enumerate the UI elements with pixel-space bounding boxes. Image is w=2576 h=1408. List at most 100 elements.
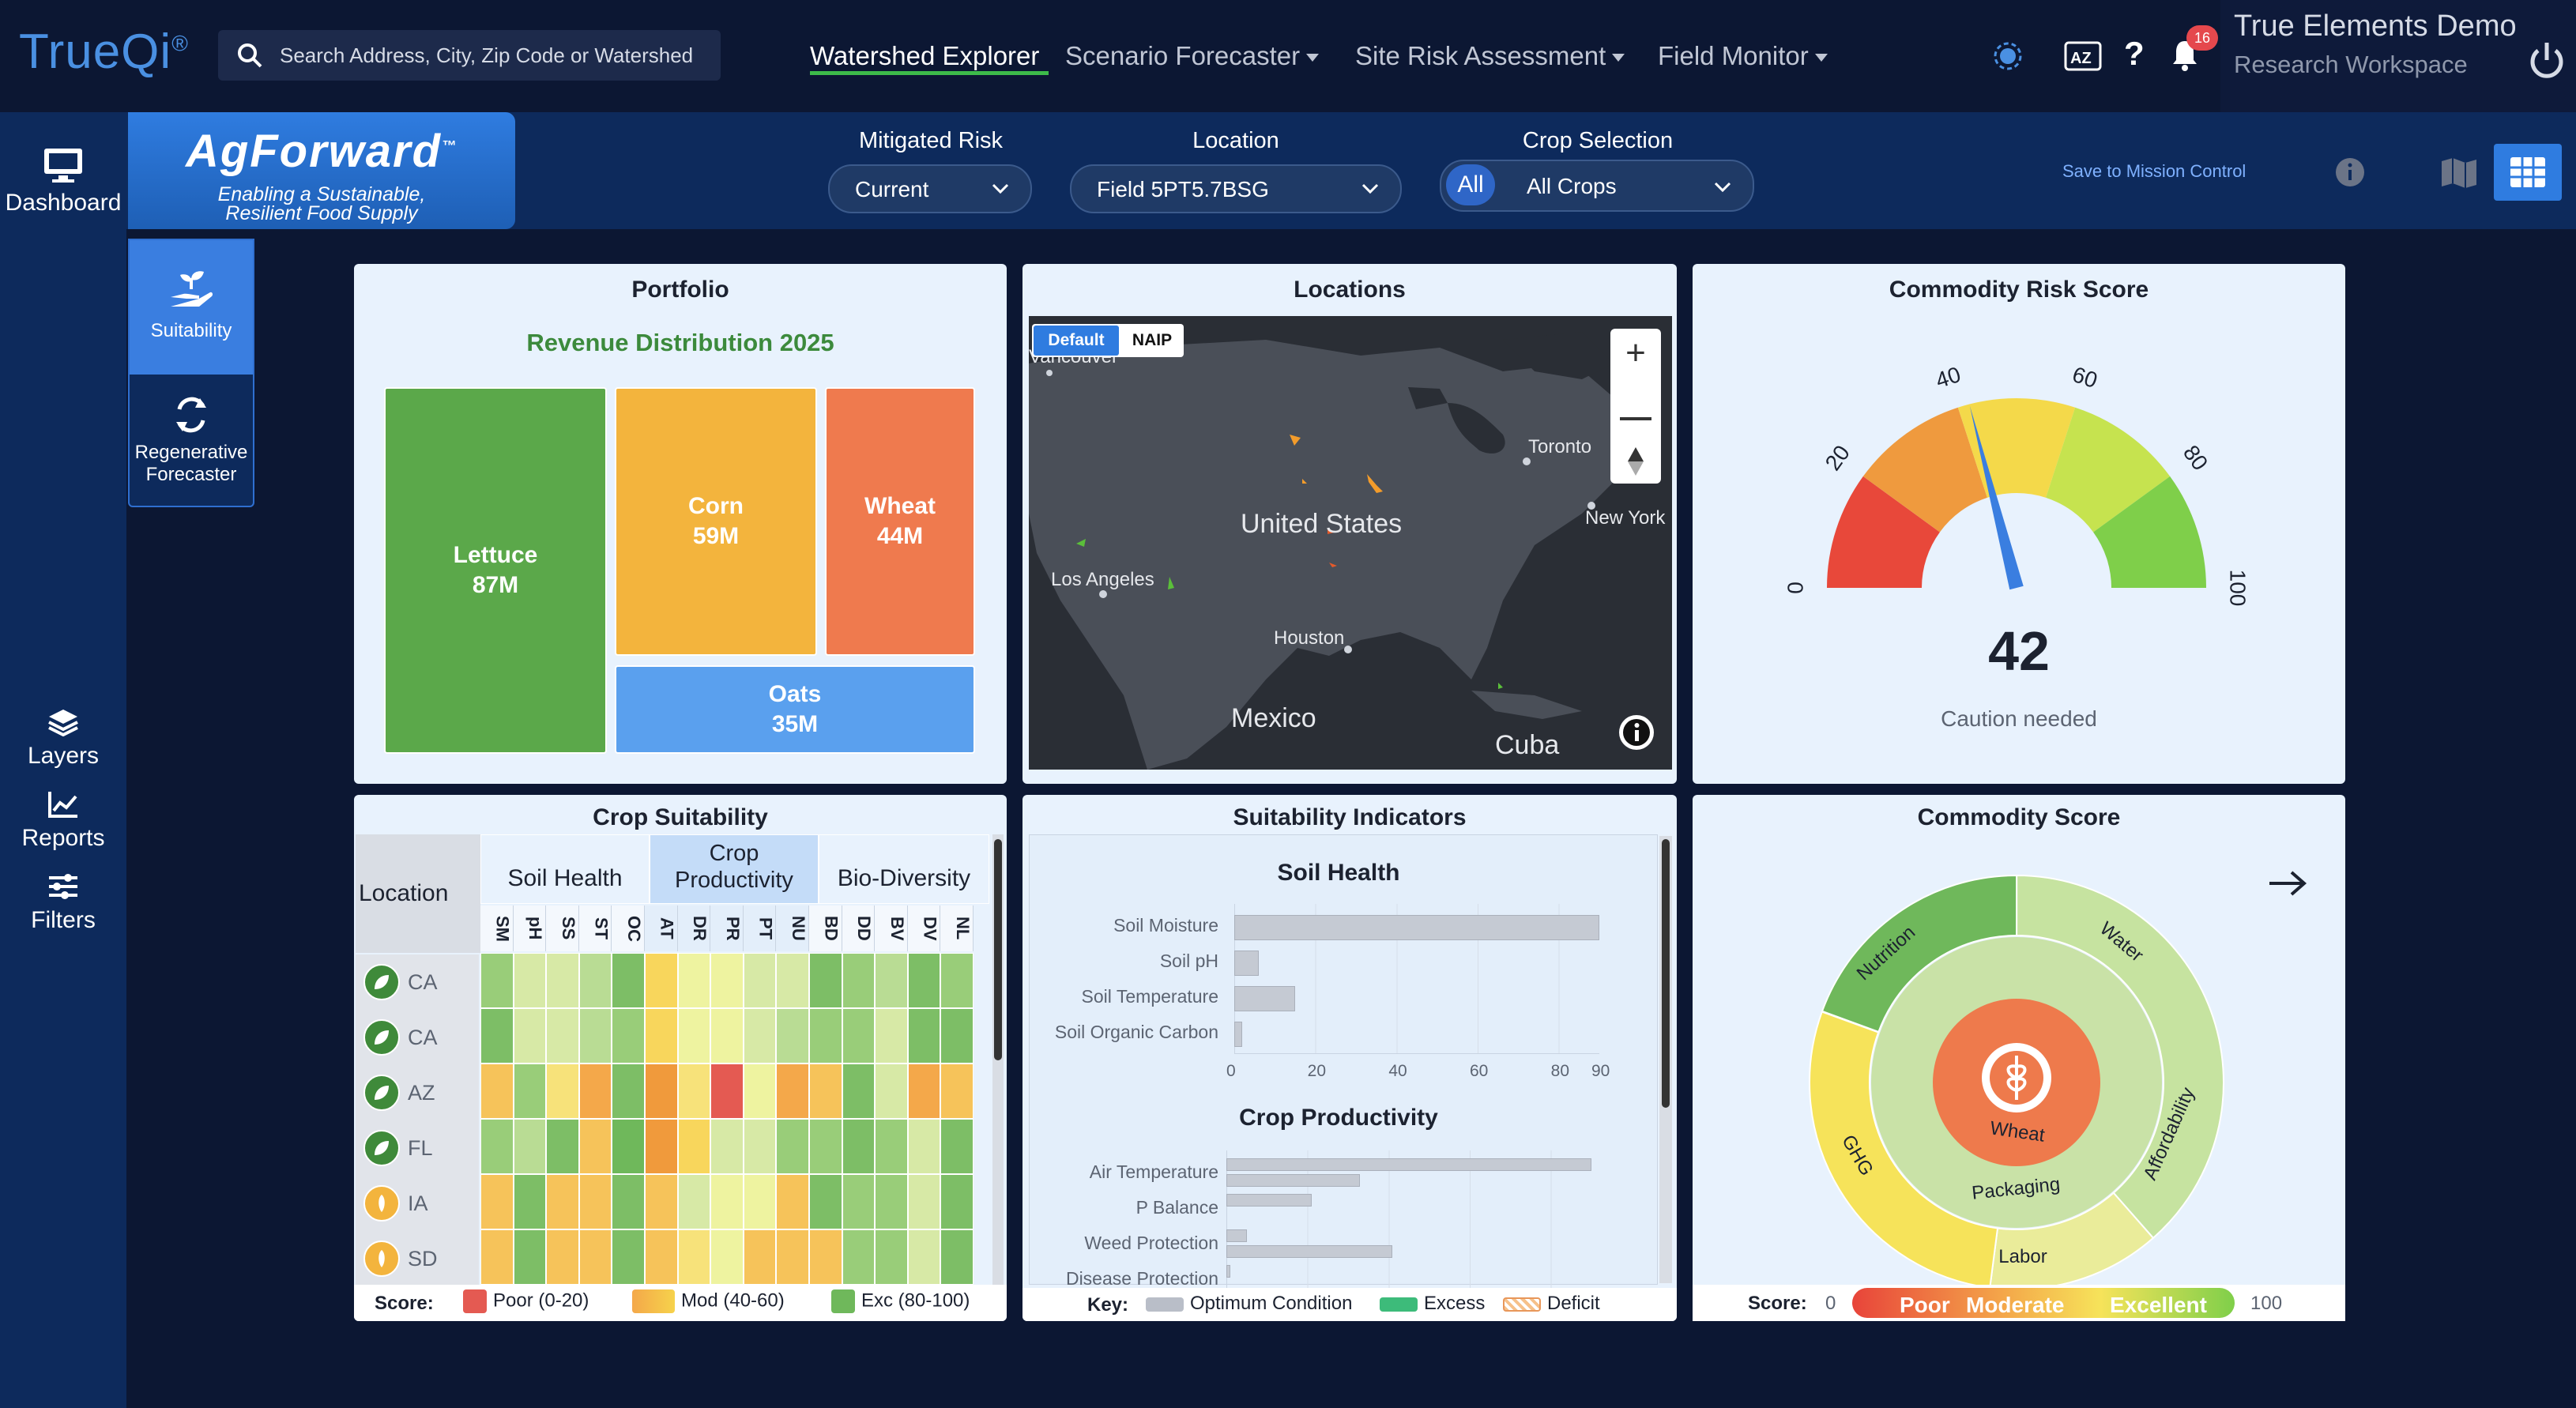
heatmap-cell[interactable] [776, 1174, 809, 1229]
target-icon[interactable] [1990, 38, 2026, 74]
heatmap-cell[interactable] [907, 1008, 941, 1064]
heatmap-cell[interactable] [513, 1008, 547, 1064]
indicator-bar[interactable] [1234, 1022, 1243, 1047]
heatmap-row-label[interactable]: CA [356, 954, 479, 1010]
heatmap-cell[interactable] [645, 1064, 678, 1119]
sidebar-item-reports[interactable]: Reports [0, 790, 126, 852]
heatmap-cell[interactable] [578, 953, 612, 1008]
heatmap-cell[interactable] [907, 1064, 941, 1119]
basemap-default-button[interactable]: Default [1034, 326, 1119, 356]
treemap-oats[interactable]: Oats 35M [615, 665, 975, 754]
workspace-name[interactable]: Research Workspace [2234, 51, 2468, 78]
location-select[interactable]: Field 5PT5.7BSG [1070, 164, 1402, 213]
heatmap-cell[interactable] [612, 1119, 645, 1174]
save-to-mission-control-link[interactable]: Save to Mission Control [2062, 161, 2246, 181]
heatmap-cell[interactable] [875, 1064, 908, 1119]
heatmap-cell[interactable] [710, 1229, 744, 1285]
heatmap-cell[interactable] [677, 1229, 711, 1285]
heatmap-cell[interactable] [940, 1008, 974, 1064]
heatmap-cell[interactable] [776, 1064, 809, 1119]
heatmap-cell[interactable] [875, 1119, 908, 1174]
info-icon[interactable] [2334, 156, 2366, 188]
heatmap-cell[interactable] [875, 1229, 908, 1285]
heatmap-cell[interactable] [907, 1174, 941, 1229]
heatmap-row-label[interactable]: SD [356, 1231, 479, 1286]
grid-view-button[interactable] [2494, 144, 2562, 201]
heatmap-cell[interactable] [578, 1174, 612, 1229]
search-input[interactable] [280, 36, 710, 74]
heatmap-cell[interactable] [710, 1008, 744, 1064]
heatmap-row-label[interactable]: CA [356, 1010, 479, 1065]
heatmap-cell[interactable] [645, 1229, 678, 1285]
mitigated-risk-select[interactable]: Current [828, 164, 1032, 213]
heatmap-cell[interactable] [546, 953, 579, 1008]
sunburst-outer-segment[interactable] [2016, 874, 2224, 1240]
heatmap-cell[interactable] [546, 1229, 579, 1285]
scrollbar-thumb[interactable] [994, 839, 1002, 1060]
heatmap-cell[interactable] [842, 1119, 876, 1174]
heatmap-cell[interactable] [875, 953, 908, 1008]
user-name[interactable]: True Elements Demo [2234, 9, 2517, 43]
heatmap-cell[interactable] [743, 1119, 777, 1174]
sidebar-item-filters[interactable]: Filters [0, 872, 126, 934]
heatmap-cell[interactable] [842, 1064, 876, 1119]
heatmap-cell[interactable] [578, 1229, 612, 1285]
heatmap-cell[interactable] [743, 1064, 777, 1119]
heatmap-cell[interactable] [578, 1064, 612, 1119]
indicator-bar[interactable] [1226, 1245, 1393, 1258]
basemap-naip-button[interactable]: NAIP [1132, 331, 1173, 349]
indicator-bar[interactable] [1226, 1265, 1231, 1278]
heatmap-cell[interactable] [513, 1119, 547, 1174]
heatmap-cell[interactable] [809, 1008, 842, 1064]
zoom-in-icon[interactable]: + [1625, 333, 1646, 372]
nav-watershed-explorer[interactable]: Watershed Explorer [810, 41, 1040, 70]
heatmap-cell[interactable] [480, 1064, 514, 1119]
heatmap-cell[interactable] [677, 953, 711, 1008]
heatmap-cell[interactable] [875, 1174, 908, 1229]
trueqi-logo[interactable]: TrueQi® [19, 24, 189, 79]
nav-field-monitor[interactable]: Field Monitor [1658, 41, 1828, 71]
heatmap-cell[interactable] [907, 953, 941, 1008]
heatmap-cell[interactable] [677, 1119, 711, 1174]
heatmap-cell[interactable] [546, 1174, 579, 1229]
crop-selection-select[interactable]: All All Crops [1440, 160, 1754, 212]
heatmap-cell[interactable] [710, 953, 744, 1008]
map-info-icon[interactable] [1618, 714, 1655, 751]
heatmap-cell[interactable] [809, 1174, 842, 1229]
heatmap-cell[interactable] [776, 1008, 809, 1064]
heatmap-row-label[interactable]: AZ [356, 1065, 479, 1120]
translate-icon[interactable]: AZ [2064, 41, 2102, 71]
indicator-bar[interactable] [1226, 1158, 1591, 1171]
indicator-bar[interactable] [1226, 1194, 1312, 1207]
heatmap-cell[interactable] [842, 953, 876, 1008]
treemap-lettuce[interactable]: Lettuce 87M [384, 387, 607, 754]
heatmap-cell[interactable] [480, 1008, 514, 1064]
heatmap-cell[interactable] [612, 1064, 645, 1119]
heatmap-cell[interactable] [513, 1229, 547, 1285]
locations-map[interactable]: Vancouver Toronto United States New York… [1029, 316, 1672, 770]
heatmap-cell[interactable] [907, 1119, 941, 1174]
heatmap-cell[interactable] [612, 953, 645, 1008]
heatmap-cell[interactable] [546, 1064, 579, 1119]
heatmap-cell[interactable] [940, 1229, 974, 1285]
help-icon[interactable]: ? [2124, 35, 2145, 72]
sidebar-item-layers[interactable]: Layers [0, 708, 126, 770]
heatmap-cell[interactable] [480, 1174, 514, 1229]
heatmap-cell[interactable] [546, 1008, 579, 1064]
heatmap-cell[interactable] [842, 1174, 876, 1229]
heatmap-cell[interactable] [743, 1229, 777, 1285]
heatmap-scrollbar[interactable] [992, 834, 1004, 1285]
indicator-bar[interactable] [1234, 915, 1599, 940]
indicator-bar[interactable] [1234, 951, 1259, 976]
heatmap-cell[interactable] [907, 1229, 941, 1285]
heatmap-cell[interactable] [578, 1119, 612, 1174]
map-view-icon[interactable] [2440, 156, 2478, 188]
heatmap-cell[interactable] [776, 1119, 809, 1174]
compass-icon[interactable] [1626, 446, 1645, 477]
crop-all-toggle[interactable]: All [1446, 164, 1495, 205]
heatmap-cell[interactable] [776, 1229, 809, 1285]
heatmap-cell[interactable] [710, 1119, 744, 1174]
arrow-right-icon[interactable] [2268, 869, 2307, 898]
nav-scenario-forecaster[interactable]: Scenario Forecaster [1065, 41, 1320, 71]
tab-regenerative-forecaster[interactable]: Regenerative Forecaster [130, 375, 253, 506]
